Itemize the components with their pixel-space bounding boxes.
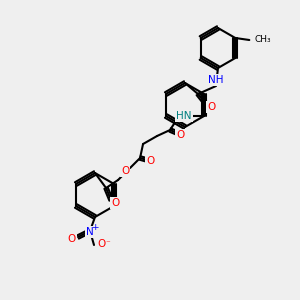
Text: O: O xyxy=(111,198,119,208)
Text: O: O xyxy=(207,102,215,112)
Text: O: O xyxy=(68,234,76,244)
Text: O: O xyxy=(121,166,129,176)
Text: HN: HN xyxy=(176,111,192,121)
Text: NH: NH xyxy=(208,75,224,85)
Text: O: O xyxy=(146,156,154,166)
Text: N: N xyxy=(86,227,94,237)
Text: ⁻: ⁻ xyxy=(106,239,110,248)
Text: +: + xyxy=(91,224,99,232)
Text: O: O xyxy=(176,130,184,140)
Text: O: O xyxy=(98,239,106,249)
Text: CH₃: CH₃ xyxy=(254,35,271,44)
